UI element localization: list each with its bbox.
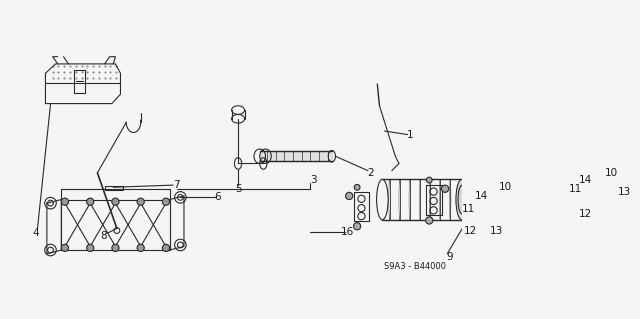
Text: S9A3 - B44000: S9A3 - B44000 <box>384 262 446 271</box>
Text: 10: 10 <box>605 168 618 178</box>
Circle shape <box>112 244 119 251</box>
Text: 11: 11 <box>568 184 582 194</box>
Text: 14: 14 <box>579 175 593 185</box>
Text: 1: 1 <box>407 130 414 140</box>
Circle shape <box>442 185 449 192</box>
Circle shape <box>353 223 361 230</box>
Circle shape <box>86 198 94 205</box>
Text: 13: 13 <box>618 187 630 197</box>
Text: 12: 12 <box>464 226 477 235</box>
Circle shape <box>346 192 353 200</box>
Text: 9: 9 <box>446 252 452 262</box>
Text: 12: 12 <box>579 209 593 219</box>
Circle shape <box>86 244 94 251</box>
Text: 16: 16 <box>341 227 355 237</box>
Text: 5: 5 <box>235 184 241 194</box>
Text: 13: 13 <box>490 226 503 235</box>
Ellipse shape <box>456 179 467 220</box>
Text: 10: 10 <box>499 182 511 191</box>
Text: 3: 3 <box>310 175 316 185</box>
Circle shape <box>163 198 170 205</box>
Circle shape <box>426 177 432 183</box>
Text: 7: 7 <box>173 180 179 190</box>
Text: 11: 11 <box>461 204 475 214</box>
Circle shape <box>354 184 360 190</box>
Circle shape <box>137 198 144 205</box>
Text: 6: 6 <box>214 192 221 202</box>
Text: 4: 4 <box>32 228 38 238</box>
Circle shape <box>426 217 433 224</box>
Circle shape <box>112 198 119 205</box>
Text: 8: 8 <box>100 231 108 241</box>
Text: 2: 2 <box>367 168 373 178</box>
Text: 14: 14 <box>476 191 488 201</box>
Circle shape <box>163 244 170 251</box>
Circle shape <box>137 244 144 251</box>
Circle shape <box>61 198 68 205</box>
Circle shape <box>61 244 68 251</box>
